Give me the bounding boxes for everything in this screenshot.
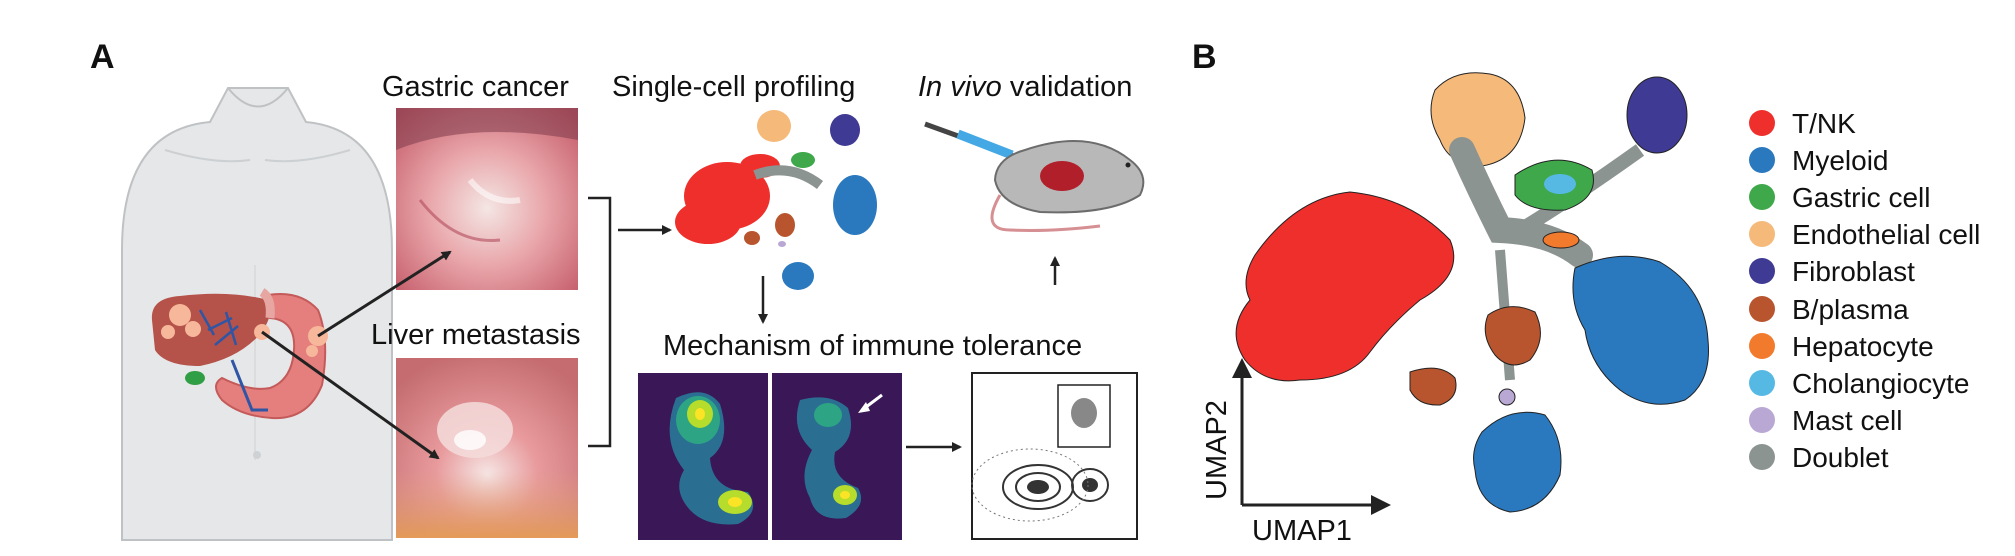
legend-item: Mast cell	[1749, 405, 1902, 436]
legend-swatch	[1749, 407, 1775, 433]
legend-label: Endothelial cell	[1792, 219, 1980, 250]
panel-b-letter: B	[1192, 38, 1217, 76]
legend-swatch	[1749, 110, 1775, 136]
arrow-to-liver-photo	[261, 330, 440, 460]
legend-item: Doublet	[1749, 442, 1889, 473]
gastric-cancer-label: Gastric cancer	[382, 71, 569, 103]
legend-label: Gastric cell	[1792, 182, 1930, 213]
in-vivo-label: In vivo validation	[918, 71, 1132, 103]
in-vivo-italic: In vivo	[918, 71, 1002, 103]
legend-swatch	[1749, 296, 1775, 322]
umap-axes	[1232, 358, 1391, 515]
legend-label: B/plasma	[1792, 294, 1909, 325]
legend-label: T/NK	[1792, 108, 1856, 139]
single-cell-label: Single-cell profiling	[612, 71, 855, 103]
legend-swatch	[1749, 221, 1775, 247]
legend-item: Myeloid	[1749, 145, 1888, 176]
flow-cytometry-plot	[971, 372, 1138, 540]
mechanism-label: Mechanism of immune tolerance	[663, 330, 1082, 362]
liver-icon	[151, 293, 271, 385]
legend-item: T/NK	[1749, 108, 1856, 139]
legend-swatch	[1749, 147, 1775, 173]
density-plot-left	[638, 373, 768, 540]
legend-item: Fibroblast	[1749, 256, 1915, 287]
liver-metastasis-label: Liver metastasis	[371, 319, 581, 351]
legend-swatch	[1749, 333, 1775, 359]
legend-swatch	[1749, 370, 1775, 396]
mini-umap	[675, 110, 877, 290]
legend-item: Cholangiocyte	[1749, 368, 1969, 399]
umap2-label: UMAP2	[1201, 400, 1233, 500]
legend-label: Cholangiocyte	[1792, 368, 1969, 399]
panel-a-letter: A	[90, 38, 115, 76]
legend-item: Gastric cell	[1749, 182, 1930, 213]
bracket	[588, 196, 612, 448]
density-plot-right	[772, 373, 902, 540]
umap-plot	[1235, 72, 1710, 513]
legend-label: Doublet	[1792, 442, 1889, 473]
legend-item: Endothelial cell	[1749, 219, 1980, 250]
legend-label: Hepatocyte	[1792, 331, 1934, 362]
arrow-to-gastric-photo	[317, 250, 452, 338]
legend-label: Myeloid	[1792, 145, 1888, 176]
legend-swatch	[1749, 258, 1775, 284]
legend-item: Hepatocyte	[1749, 331, 1934, 362]
legend: T/NK Myeloid Gastric cell Endothelial ce…	[1749, 108, 1980, 473]
legend-swatch	[1749, 184, 1775, 210]
legend-label: Mast cell	[1792, 405, 1902, 436]
validation-text: validation	[1002, 71, 1133, 103]
umap1-label: UMAP1	[1252, 515, 1352, 547]
mouse-icon	[990, 140, 1145, 232]
legend-swatch	[1749, 444, 1775, 470]
legend-item: B/plasma	[1749, 294, 1909, 325]
legend-label: Fibroblast	[1792, 256, 1915, 287]
gastric-cancer-photo	[396, 108, 578, 290]
